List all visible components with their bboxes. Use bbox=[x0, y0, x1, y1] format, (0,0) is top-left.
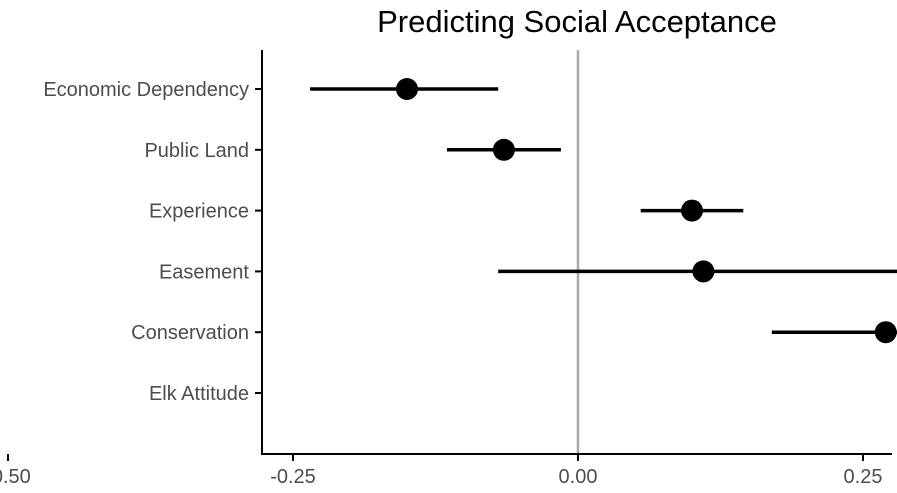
tick-labels-layer: -0.50-0.250.000.250.50Economic Dependenc… bbox=[0, 79, 883, 488]
x-tick-label: 0.25 bbox=[844, 466, 883, 488]
x-tick-label: -0.25 bbox=[270, 466, 316, 488]
y-tick-label: Easement bbox=[159, 261, 249, 283]
estimate-point bbox=[492, 138, 515, 161]
y-tick-label: Conservation bbox=[131, 322, 249, 344]
error-bars-layer bbox=[310, 87, 897, 334]
y-tick-label: Economic Dependency bbox=[43, 79, 249, 101]
estimate-point bbox=[396, 78, 418, 100]
x-tick-label: -0.50 bbox=[0, 466, 31, 488]
axes-layer bbox=[7, 50, 892, 461]
y-tick-label: Public Land bbox=[144, 140, 249, 162]
estimate-point bbox=[692, 260, 715, 283]
x-tick-label: 0.00 bbox=[559, 466, 598, 488]
y-tick-label: Elk Attitude bbox=[149, 383, 249, 405]
estimate-point bbox=[681, 199, 703, 222]
y-tick-label: Experience bbox=[149, 201, 249, 223]
points-layer bbox=[396, 78, 897, 344]
estimate-point bbox=[874, 321, 897, 344]
chart-title: Predicting Social Acceptance bbox=[377, 4, 777, 39]
